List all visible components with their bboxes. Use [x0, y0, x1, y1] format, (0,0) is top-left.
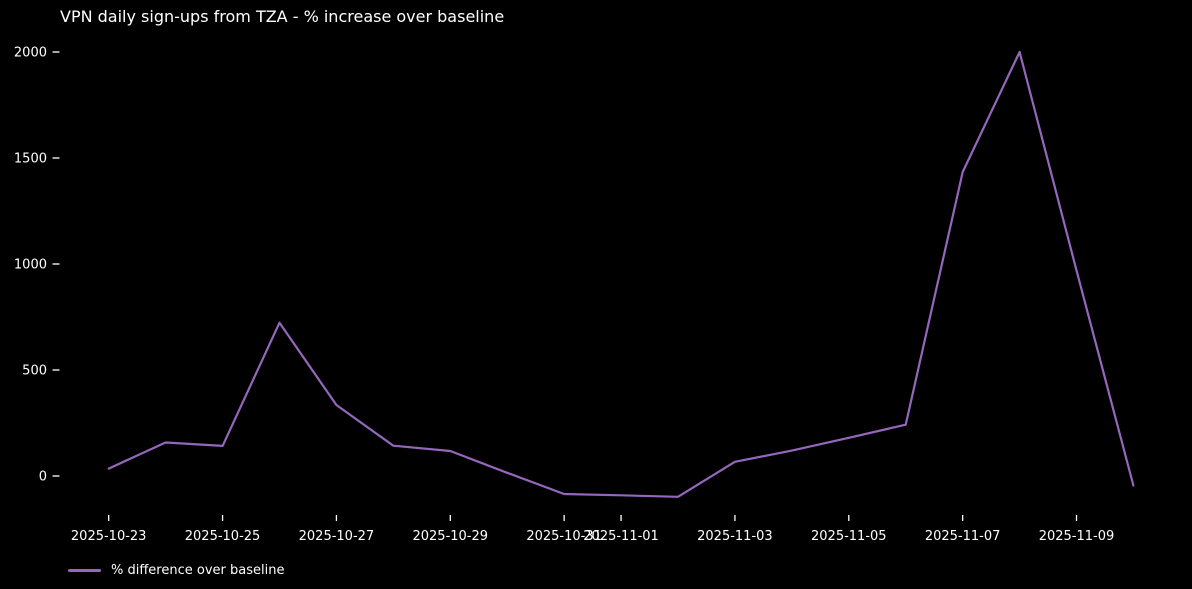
chart-title: VPN daily sign-ups from TZA - % increase… — [60, 7, 505, 26]
x-tick-label: 2025-10-25 — [185, 529, 261, 544]
x-tick-label: 2025-11-03 — [697, 529, 773, 544]
x-tick-label: 2025-11-01 — [583, 529, 659, 544]
y-tick-label: 500 — [22, 364, 47, 379]
legend-line-swatch — [68, 569, 101, 572]
chart-line — [107, 50, 1135, 498]
y-tick-label: 1500 — [14, 152, 47, 167]
x-tick-label: 2025-10-27 — [299, 529, 375, 544]
x-tick-label: 2025-11-09 — [1039, 529, 1115, 544]
x-tick-label: 2025-10-23 — [71, 529, 147, 544]
legend-label: % difference over baseline — [111, 563, 285, 578]
x-tick-label: 2025-11-07 — [925, 529, 1001, 544]
x-tick-label: 2025-10-29 — [412, 529, 488, 544]
y-tick-label: 2000 — [14, 46, 47, 61]
y-tick-label: 0 — [39, 470, 47, 485]
x-tick-label: 2025-11-05 — [811, 529, 887, 544]
x-tick-label: 2025-10-31 — [526, 529, 602, 544]
legend: % difference over baseline — [68, 563, 284, 578]
y-tick-label: 1000 — [14, 258, 47, 273]
